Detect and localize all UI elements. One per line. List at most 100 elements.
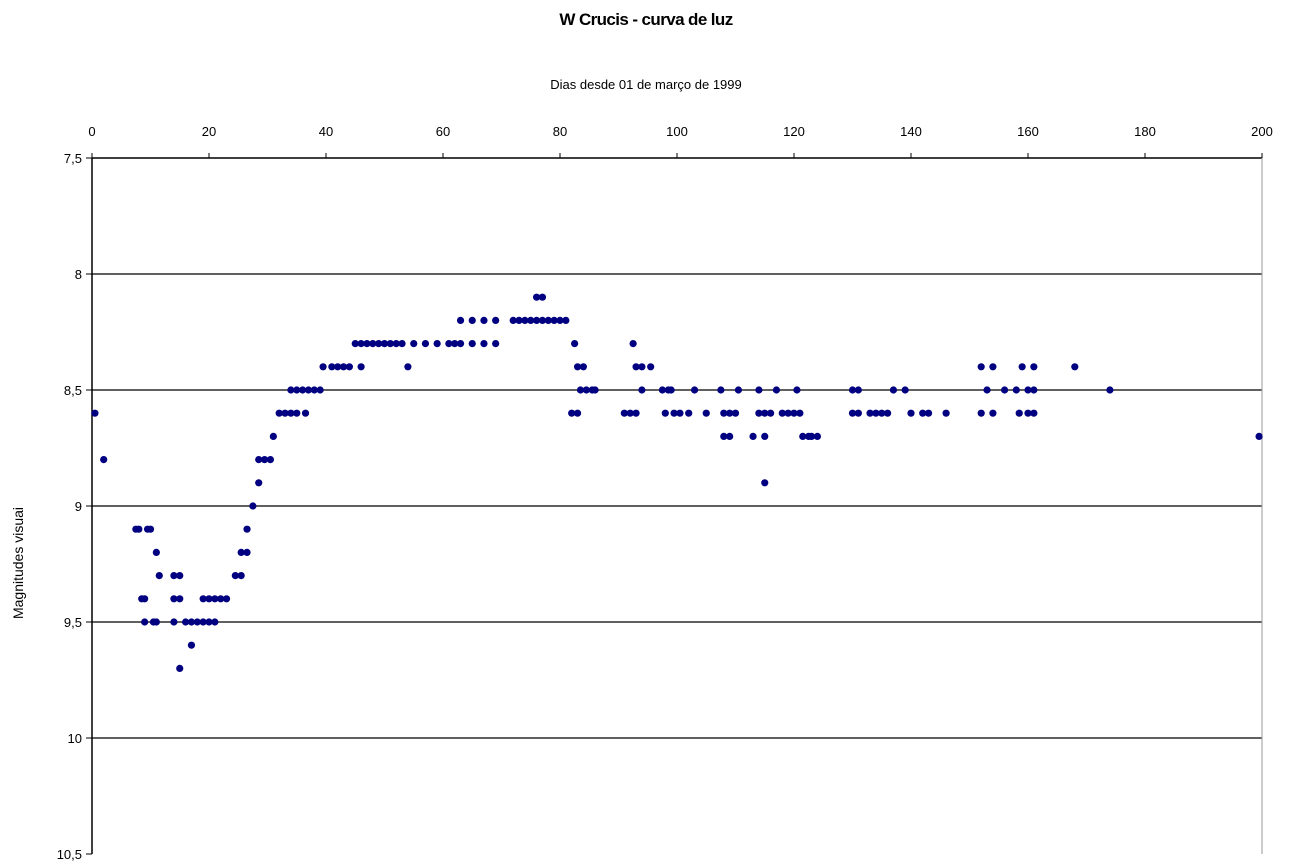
data-point xyxy=(793,386,801,394)
y-tick-label: 9,5 xyxy=(64,615,82,630)
data-point xyxy=(369,340,377,348)
data-point xyxy=(199,595,207,603)
data-point xyxy=(199,618,207,626)
data-point xyxy=(451,340,459,348)
data-point xyxy=(884,409,892,417)
data-point xyxy=(767,409,775,417)
data-point xyxy=(187,618,196,626)
data-point xyxy=(942,409,950,417)
axes xyxy=(86,153,1263,855)
data-point xyxy=(515,316,523,324)
data-point xyxy=(334,363,342,371)
data-point xyxy=(445,340,453,348)
data-point xyxy=(1071,363,1079,371)
data-point xyxy=(375,340,383,348)
data-point xyxy=(275,409,283,417)
data-point xyxy=(573,409,582,417)
data-point xyxy=(386,340,394,348)
data-point xyxy=(170,572,178,580)
data-point xyxy=(878,409,886,417)
data-point xyxy=(977,363,985,371)
data-point xyxy=(901,386,909,394)
y-tick-label: 10,5 xyxy=(57,847,82,862)
data-point xyxy=(155,572,163,580)
data-point xyxy=(670,409,678,417)
data-point xyxy=(734,386,743,394)
data-point xyxy=(351,340,359,348)
data-point xyxy=(304,386,313,394)
data-point xyxy=(1001,386,1009,394)
data-point xyxy=(301,409,310,417)
data-points xyxy=(91,293,1263,673)
data-point xyxy=(357,363,365,371)
x-tick-label: 100 xyxy=(666,124,688,139)
data-point xyxy=(749,432,757,440)
data-point xyxy=(527,316,535,324)
data-point xyxy=(339,363,348,371)
data-point xyxy=(480,340,488,348)
data-point xyxy=(813,432,822,440)
data-point xyxy=(281,409,289,417)
tick-labels: 7,5 8 8,5 9 9,5 10 10,5 0 20 40 60 80 100 120 140 160 18… xyxy=(57,124,1273,862)
data-point xyxy=(755,386,763,394)
data-point xyxy=(260,456,269,464)
data-point xyxy=(456,316,465,324)
data-point xyxy=(152,618,160,626)
data-point xyxy=(222,595,231,603)
data-point xyxy=(573,363,582,371)
data-point xyxy=(176,572,184,580)
data-point xyxy=(243,525,251,533)
data-point xyxy=(538,316,547,324)
y-tick-label: 7,5 xyxy=(64,151,82,166)
data-point xyxy=(919,409,927,417)
data-point xyxy=(533,293,541,301)
data-point xyxy=(632,409,640,417)
data-point xyxy=(658,386,666,394)
data-point xyxy=(582,386,590,394)
data-point xyxy=(410,340,418,348)
data-point xyxy=(269,432,277,440)
x-tick-label: 20 xyxy=(202,124,216,139)
data-point xyxy=(538,293,547,301)
data-point xyxy=(533,316,541,324)
data-point xyxy=(761,432,769,440)
data-point xyxy=(398,340,406,348)
data-point xyxy=(685,409,693,417)
data-point xyxy=(266,456,275,464)
data-point xyxy=(807,432,816,440)
data-point xyxy=(1255,432,1263,440)
data-point xyxy=(629,340,637,348)
data-point xyxy=(176,664,184,673)
x-tick-label: 160 xyxy=(1017,124,1039,139)
data-point xyxy=(91,409,99,417)
x-axis-label: Dias desde 01 de março de 1999 xyxy=(550,77,742,92)
data-point xyxy=(647,363,655,371)
data-point xyxy=(141,618,149,626)
data-point xyxy=(702,409,710,417)
data-point xyxy=(310,386,318,394)
data-point xyxy=(255,479,263,487)
data-point xyxy=(293,386,301,394)
data-point xyxy=(872,409,880,417)
data-point xyxy=(1030,409,1038,417)
data-point xyxy=(468,316,476,324)
data-point xyxy=(778,409,786,417)
data-point xyxy=(1018,363,1026,371)
data-point xyxy=(796,409,804,417)
chart-title: W Crucis - curva de luz xyxy=(559,10,733,29)
data-point xyxy=(249,502,257,510)
data-point xyxy=(638,386,646,394)
data-point xyxy=(799,432,807,440)
data-point xyxy=(761,479,769,487)
data-point xyxy=(287,386,295,394)
y-tick-label: 10 xyxy=(68,731,82,746)
data-point xyxy=(146,525,155,533)
data-point xyxy=(100,456,108,464)
data-point xyxy=(720,409,728,417)
gridlines xyxy=(92,273,1262,739)
data-point xyxy=(1024,386,1032,394)
data-point xyxy=(255,456,263,464)
data-point xyxy=(1015,409,1023,417)
data-point xyxy=(866,409,874,417)
